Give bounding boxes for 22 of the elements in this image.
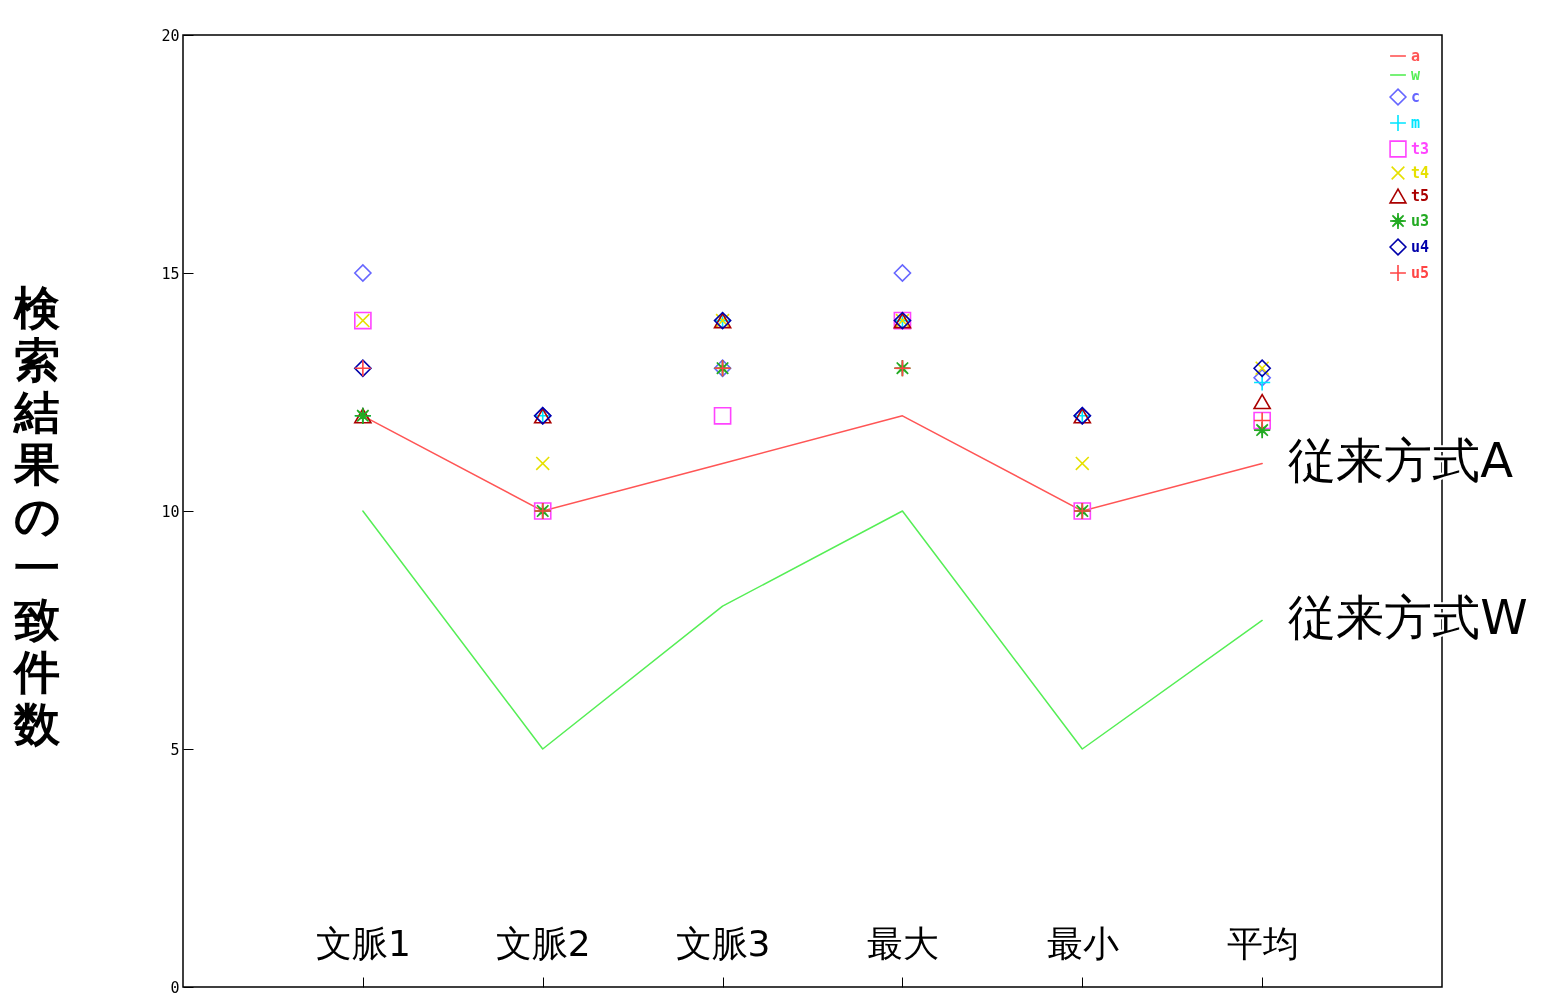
- y-tick-label: 20: [161, 26, 180, 45]
- x-tick-label: 文脈3: [675, 922, 771, 964]
- legend-label: u3: [1411, 212, 1430, 230]
- legend-label: t4: [1411, 164, 1430, 182]
- legend-label: t5: [1411, 187, 1430, 205]
- legend-label: c: [1411, 88, 1421, 106]
- x-tick-label: 最小: [1046, 922, 1119, 964]
- y-tick-label: 10: [161, 502, 180, 521]
- x-tick-label: 最大: [866, 922, 939, 964]
- legend-label: a: [1411, 47, 1421, 65]
- legend-label: t3: [1411, 140, 1430, 158]
- legend-label: m: [1411, 114, 1421, 132]
- y-tick-label: 0: [170, 978, 180, 993]
- x-tick-label: 平均: [1226, 922, 1299, 964]
- legend-label: w: [1411, 66, 1421, 84]
- x-tick-label: 文脈1: [315, 922, 411, 964]
- legend-label: u4: [1411, 238, 1430, 256]
- legend-label: u5: [1411, 264, 1430, 282]
- y-tick-label: 15: [161, 264, 180, 283]
- y-tick-label: 5: [170, 740, 180, 759]
- text: 検索結果の一致件数: [14, 281, 61, 751]
- x-tick-label: 文脈2: [495, 922, 591, 964]
